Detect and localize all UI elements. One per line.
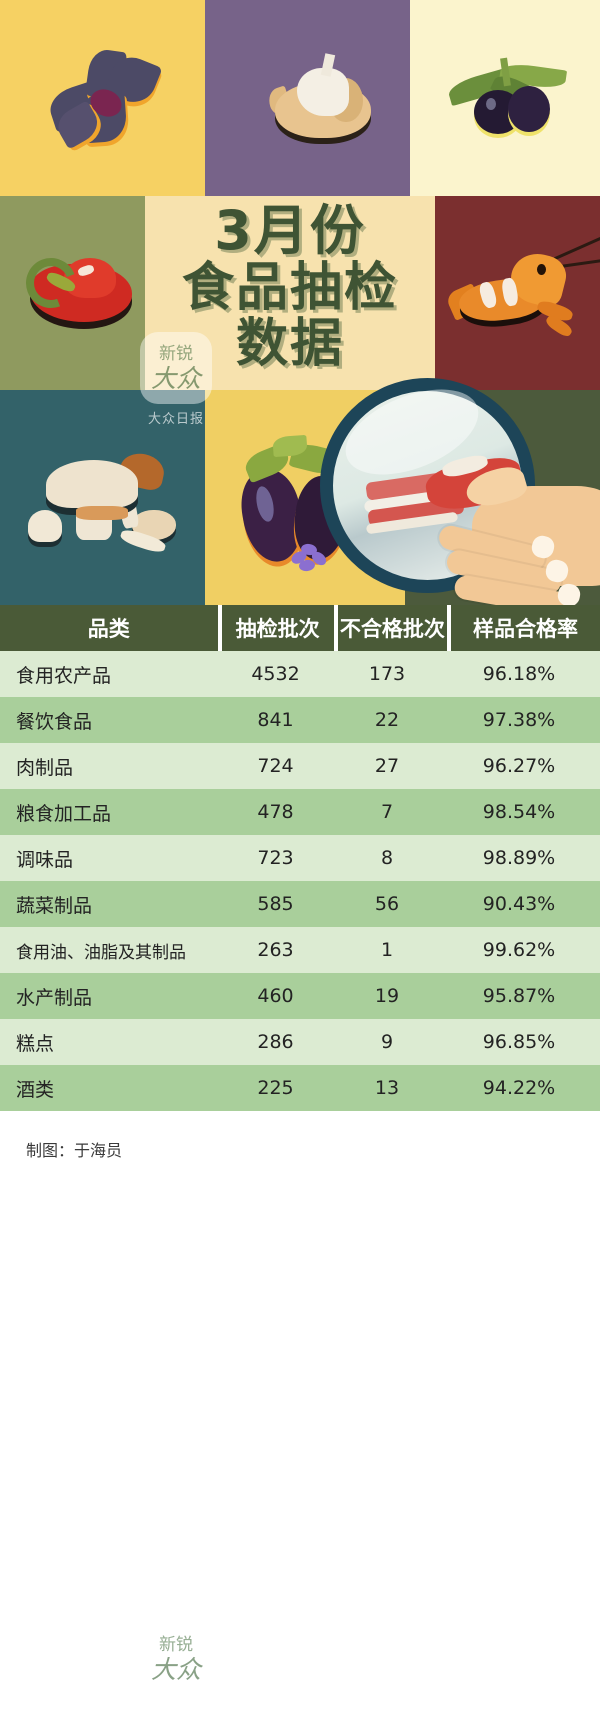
cell-pass-rate: 95.87% — [482, 985, 556, 1007]
cell-batches: 723 — [257, 847, 294, 869]
cell-batches: 286 — [257, 1031, 294, 1053]
cell-category: 食用油、油脂及其制品 — [16, 942, 186, 963]
column-header-batches: 抽检批次 — [221, 605, 334, 651]
cell-pass-rate: 99.62% — [482, 939, 556, 961]
panel-purple-leafy-vegetable — [0, 0, 205, 196]
cell-category: 调味品 — [16, 848, 74, 871]
watermark-logo: 新锐 大众 — [140, 1623, 212, 1695]
table-row: 餐饮食品 841 22 97.38% — [0, 697, 600, 743]
cell-pass-rate: 96.27% — [482, 755, 556, 777]
panel-red-pepper — [0, 196, 145, 390]
cell-failed: 7 — [380, 801, 394, 823]
cell-batches: 841 — [257, 709, 294, 731]
cell-batches: 585 — [257, 893, 294, 915]
cell-failed: 9 — [380, 1031, 394, 1053]
olives-illustration — [446, 46, 568, 146]
cell-batches: 263 — [257, 939, 294, 961]
cell-pass-rate: 98.89% — [482, 847, 556, 869]
panel-title-background — [145, 196, 435, 390]
table-row: 调味品 723 8 98.89% — [0, 835, 600, 881]
panel-olives — [410, 0, 600, 196]
panel-mushrooms — [0, 390, 205, 605]
cell-batches: 460 — [257, 985, 294, 1007]
cell-batches: 225 — [257, 1077, 294, 1099]
cell-category: 糕点 — [16, 1032, 55, 1055]
cell-failed: 173 — [368, 663, 406, 685]
table-row: 食用油、油脂及其制品 263 1 99.62% — [0, 927, 600, 973]
inspection-data-table: 品类 抽检批次 不合格批次 样品合格率 食用农产品 4532 173 96.18… — [0, 605, 600, 1717]
cell-batches: 478 — [257, 801, 294, 823]
cell-category: 食用农产品 — [16, 664, 112, 687]
garlic-illustration — [263, 52, 383, 148]
cell-failed: 1 — [380, 939, 394, 961]
table-row: 蔬菜制品 585 56 90.43% — [0, 881, 600, 927]
cell-pass-rate: 97.38% — [482, 709, 556, 731]
cell-pass-rate: 96.85% — [482, 1031, 556, 1053]
cell-failed: 19 — [374, 985, 400, 1007]
cell-category: 酒类 — [16, 1078, 55, 1101]
column-header-category: 品类 — [0, 605, 218, 651]
credit-line: 制图：于海员 — [26, 1141, 123, 1160]
column-header-pass-rate: 样品合格率 — [451, 605, 600, 651]
panel-shrimp — [435, 196, 600, 390]
shrimp-illustration — [444, 228, 600, 368]
cell-category: 餐饮食品 — [16, 710, 93, 733]
cell-failed: 22 — [374, 709, 400, 731]
watermark-mid-text: 大众 — [150, 1654, 201, 1684]
cell-category: 粮食加工品 — [16, 802, 112, 825]
table-row: 酒类 225 13 94.22% — [0, 1065, 600, 1111]
watermark-caption: 大众日报 — [147, 1702, 204, 1717]
purple-leafy-vegetable-illustration — [45, 42, 163, 152]
panel-garlic — [205, 0, 410, 196]
hand-holding-meat-illustration — [422, 440, 600, 605]
cell-pass-rate: 96.18% — [482, 663, 556, 685]
table-row: 水产制品 460 19 95.87% — [0, 973, 600, 1019]
table-row: 粮食加工品 478 7 98.54% — [0, 789, 600, 835]
cell-pass-rate: 98.54% — [482, 801, 556, 823]
cell-category: 水产制品 — [16, 986, 93, 1009]
column-header-failed: 不合格批次 — [337, 605, 447, 651]
cell-failed: 8 — [380, 847, 394, 869]
cell-batches: 4532 — [251, 663, 300, 685]
cell-failed: 56 — [374, 893, 400, 915]
mushrooms-illustration — [28, 449, 188, 570]
cell-category: 肉制品 — [16, 756, 74, 779]
header-collage: 3月份 食品抽检 数据 新锐 大众 大众日报 — [0, 0, 600, 605]
cell-category: 蔬菜制品 — [16, 894, 93, 917]
table-row: 食用农产品 4532 173 96.18% — [0, 651, 600, 697]
cell-failed: 27 — [374, 755, 400, 777]
watermark-table: 新锐 大众 大众日报 — [140, 1623, 212, 1718]
table-row: 糕点 286 9 96.85% — [0, 1019, 600, 1065]
cell-batches: 724 — [257, 755, 294, 777]
cell-failed: 13 — [374, 1077, 400, 1099]
red-pepper-illustration — [17, 242, 138, 334]
cell-pass-rate: 90.43% — [482, 893, 556, 915]
watermark-top-text: 新锐 — [159, 1634, 193, 1655]
table-row: 肉制品 724 27 96.27% — [0, 743, 600, 789]
table-header-row: 品类 抽检批次 不合格批次 样品合格率 — [0, 605, 600, 651]
cell-pass-rate: 94.22% — [482, 1077, 556, 1099]
